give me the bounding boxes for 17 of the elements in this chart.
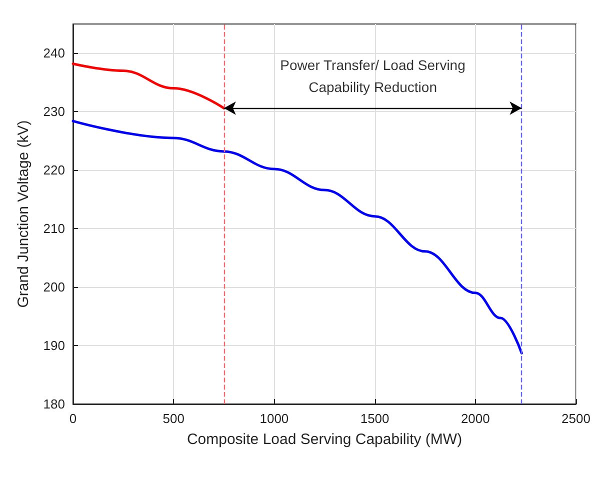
y-tick-label: 200 — [43, 280, 65, 295]
x-tick-label: 2500 — [562, 411, 590, 426]
x-tick-label: 0 — [69, 411, 77, 426]
x-tick-label: 2000 — [460, 411, 490, 426]
x-tick-label: 1500 — [360, 411, 390, 426]
line-series — [72, 120, 523, 354]
y-tick-label: 210 — [43, 221, 65, 236]
x-tick-label: 500 — [162, 411, 184, 426]
x-tick-label: 1000 — [260, 411, 289, 426]
y-tick-label: 240 — [43, 46, 65, 61]
x-axis-title: Composite Load Serving Capability (MW) — [186, 431, 462, 448]
y-tick-label: 190 — [43, 338, 65, 354]
y-tick-label: 230 — [43, 104, 65, 120]
y-tick-label: 220 — [43, 162, 65, 178]
y-tick-label: 180 — [43, 396, 65, 412]
annotation: Power Transfer/ Load Serving Capability Reduction — [280, 57, 466, 96]
y-axis-title: Grand Junction Voltage (kV) — [15, 120, 32, 308]
